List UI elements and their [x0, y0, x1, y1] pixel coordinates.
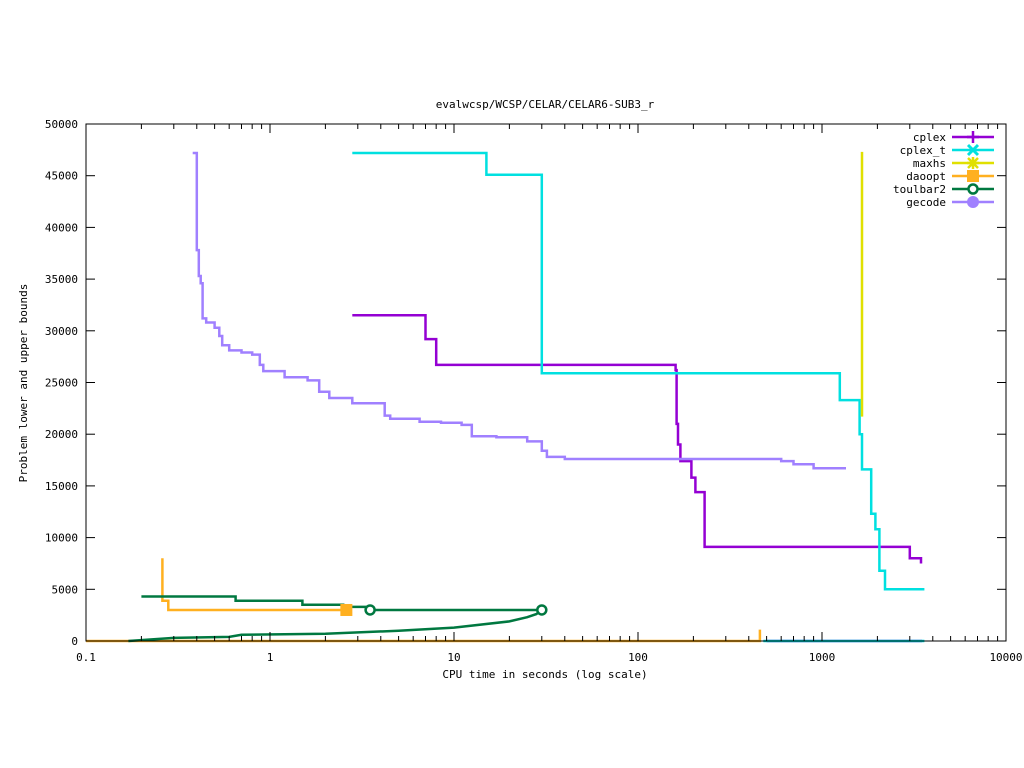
- legend-label: cplex_t: [900, 144, 946, 157]
- legend-label: toulbar2: [893, 183, 946, 196]
- series-toulbar2-marker: [536, 604, 548, 616]
- legend-item-daoopt: daoopt: [906, 170, 994, 183]
- series-daoopt-lower-bound: [86, 629, 762, 643]
- series-daoopt-marker: [340, 603, 353, 616]
- series-toulbar2-marker: [364, 604, 376, 616]
- y-tick-label: 20000: [45, 428, 78, 441]
- y-tick-label: 0: [71, 635, 78, 648]
- y-tick-label: 45000: [45, 170, 78, 183]
- legend-item-cplex: cplex: [913, 131, 994, 144]
- x-tick-label: 0.1: [76, 651, 96, 664]
- legend-marker: [967, 131, 979, 143]
- y-tick-label: 35000: [45, 273, 78, 286]
- legend-marker: [966, 143, 980, 157]
- y-axis-label: Problem lower and upper bounds: [17, 284, 30, 483]
- legend-marker: [967, 170, 979, 182]
- y-tick-label: 30000: [45, 325, 78, 338]
- x-tick-label: 10: [447, 651, 460, 664]
- legend-item-toulbar2: toulbar2: [893, 183, 994, 196]
- y-tick-label: 15000: [45, 480, 78, 493]
- chart-title: evalwcsp/WCSP/CELAR/CELAR6-SUB3_r: [436, 98, 655, 111]
- y-tick-label: 5000: [52, 583, 79, 596]
- x-tick-label: 1000: [809, 651, 836, 664]
- legend-marker: [967, 183, 979, 195]
- y-tick-label: 25000: [45, 377, 78, 390]
- x-axis: 0.1 1 10 100 1000 10000: [76, 124, 1023, 664]
- legend-item-maxhs: maxhs: [913, 157, 994, 170]
- series-daoopt-upper-bound: [161, 558, 347, 612]
- legend-label: daoopt: [906, 170, 946, 183]
- series-cplex-upper-bound: [352, 314, 923, 564]
- series-toulbar2-lower-bound: [128, 608, 543, 643]
- series-layer: [86, 151, 925, 643]
- x-tick-label: 10000: [989, 651, 1022, 664]
- y-axis: 0 5000 10000 15000 20000 25000 30000 35000 40000…: [45, 118, 1006, 648]
- legend-label: maxhs: [913, 157, 946, 170]
- legend-item-cplex_t: cplex_t: [900, 143, 994, 157]
- legend-marker: [967, 157, 979, 169]
- legend-label: gecode: [906, 196, 946, 209]
- plot-frame: [85, 123, 1007, 642]
- series-gecode-upper-bound: [192, 151, 846, 470]
- x-tick-label: 1: [267, 651, 274, 664]
- legend-item-gecode: gecode: [906, 196, 994, 209]
- y-tick-label: 10000: [45, 532, 78, 545]
- x-tick-label: 100: [628, 651, 648, 664]
- x-axis-label: CPU time in seconds (log scale): [442, 668, 647, 681]
- y-tick-label: 50000: [45, 118, 78, 131]
- legend-label: cplex: [913, 131, 946, 144]
- series-cplex_t-upper-bound: [352, 151, 925, 591]
- legend-marker: [967, 196, 979, 208]
- y-tick-label: 40000: [45, 221, 78, 234]
